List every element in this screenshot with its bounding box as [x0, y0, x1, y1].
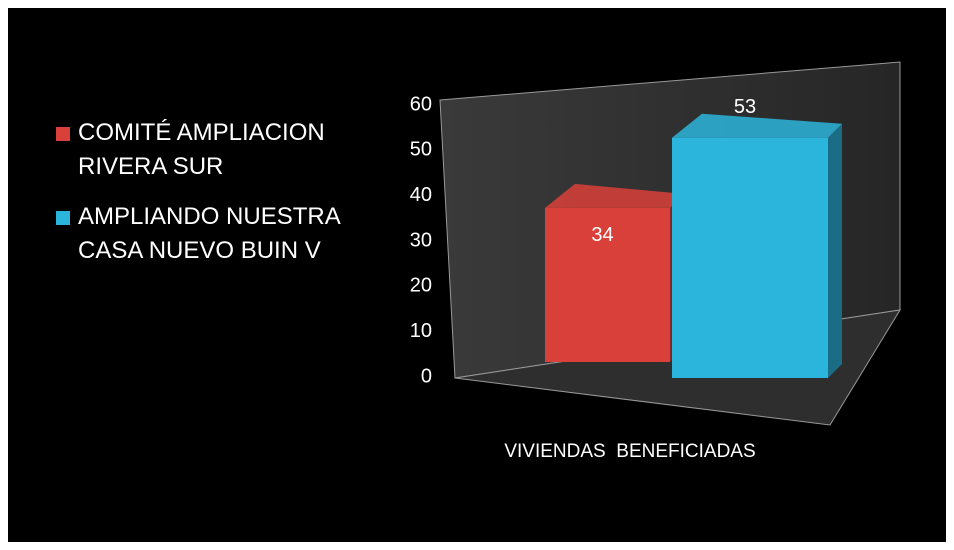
- bar: [672, 137, 828, 378]
- legend-swatch: [56, 127, 70, 141]
- bar: [545, 207, 670, 362]
- bar-top: [545, 183, 684, 208]
- legend-item: COMITÉ AMPLIACION RIVERA SUR: [52, 116, 352, 184]
- data-label: 34: [591, 224, 613, 246]
- y-tick-label: 20: [410, 275, 432, 297]
- y-tick-label: 10: [410, 320, 432, 342]
- legend-label: AMPLIANDO NUESTRA CASA NUEVO BUIN V: [78, 203, 340, 264]
- legend-item: AMPLIANDO NUESTRA CASA NUEVO BUIN V: [52, 200, 352, 268]
- bar-side: [828, 123, 842, 378]
- data-label: 53: [734, 96, 756, 118]
- legend-swatch: [56, 211, 70, 225]
- y-tick-label: 30: [410, 229, 432, 251]
- legend: COMITÉ AMPLIACION RIVERA SUR AMPLIANDO NU…: [52, 116, 352, 284]
- x-tick-label: VIVIENDAS BENEFICIADAS: [504, 441, 755, 462]
- y-tick-label: 0: [421, 365, 432, 387]
- bar-top: [672, 113, 842, 138]
- legend-label: COMITÉ AMPLIACION RIVERA SUR: [78, 119, 325, 180]
- y-tick-label: 50: [410, 139, 432, 161]
- y-tick-label: 40: [410, 184, 432, 206]
- y-tick-label: 60: [410, 93, 432, 115]
